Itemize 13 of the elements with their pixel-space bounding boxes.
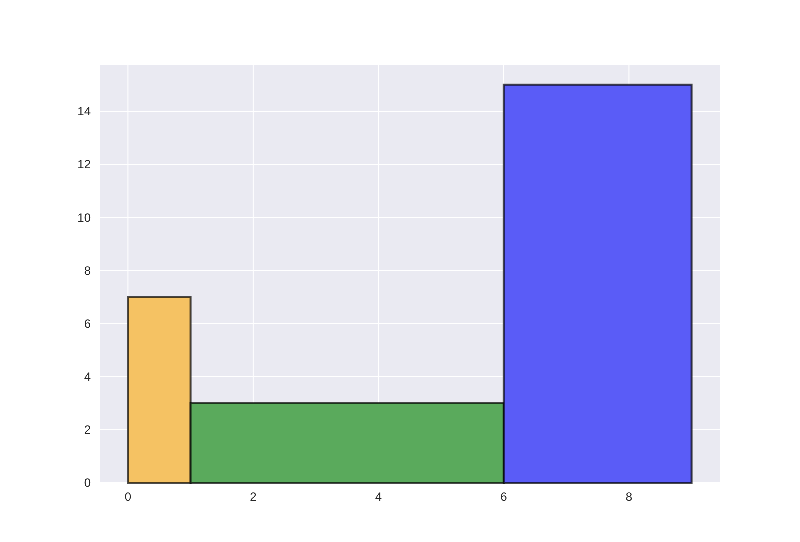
x-tick-label: 0 xyxy=(124,490,132,504)
y-tick-label: 6 xyxy=(84,316,92,331)
x-tick-label: 8 xyxy=(626,490,633,504)
y-tick-label: 8 xyxy=(84,264,92,278)
y-tick-label: 14 xyxy=(78,104,92,119)
x-tick-label: 2 xyxy=(250,490,258,504)
y-tick-label: 0 xyxy=(84,476,92,490)
x-tick-label: 4 xyxy=(375,490,382,504)
x-tick-label: 6 xyxy=(500,490,508,504)
y-tick-label: 2 xyxy=(84,423,92,438)
y-tick-label: 12 xyxy=(78,158,92,172)
y-tick-label: 10 xyxy=(78,210,92,225)
y-tick-label: 4 xyxy=(84,370,92,384)
